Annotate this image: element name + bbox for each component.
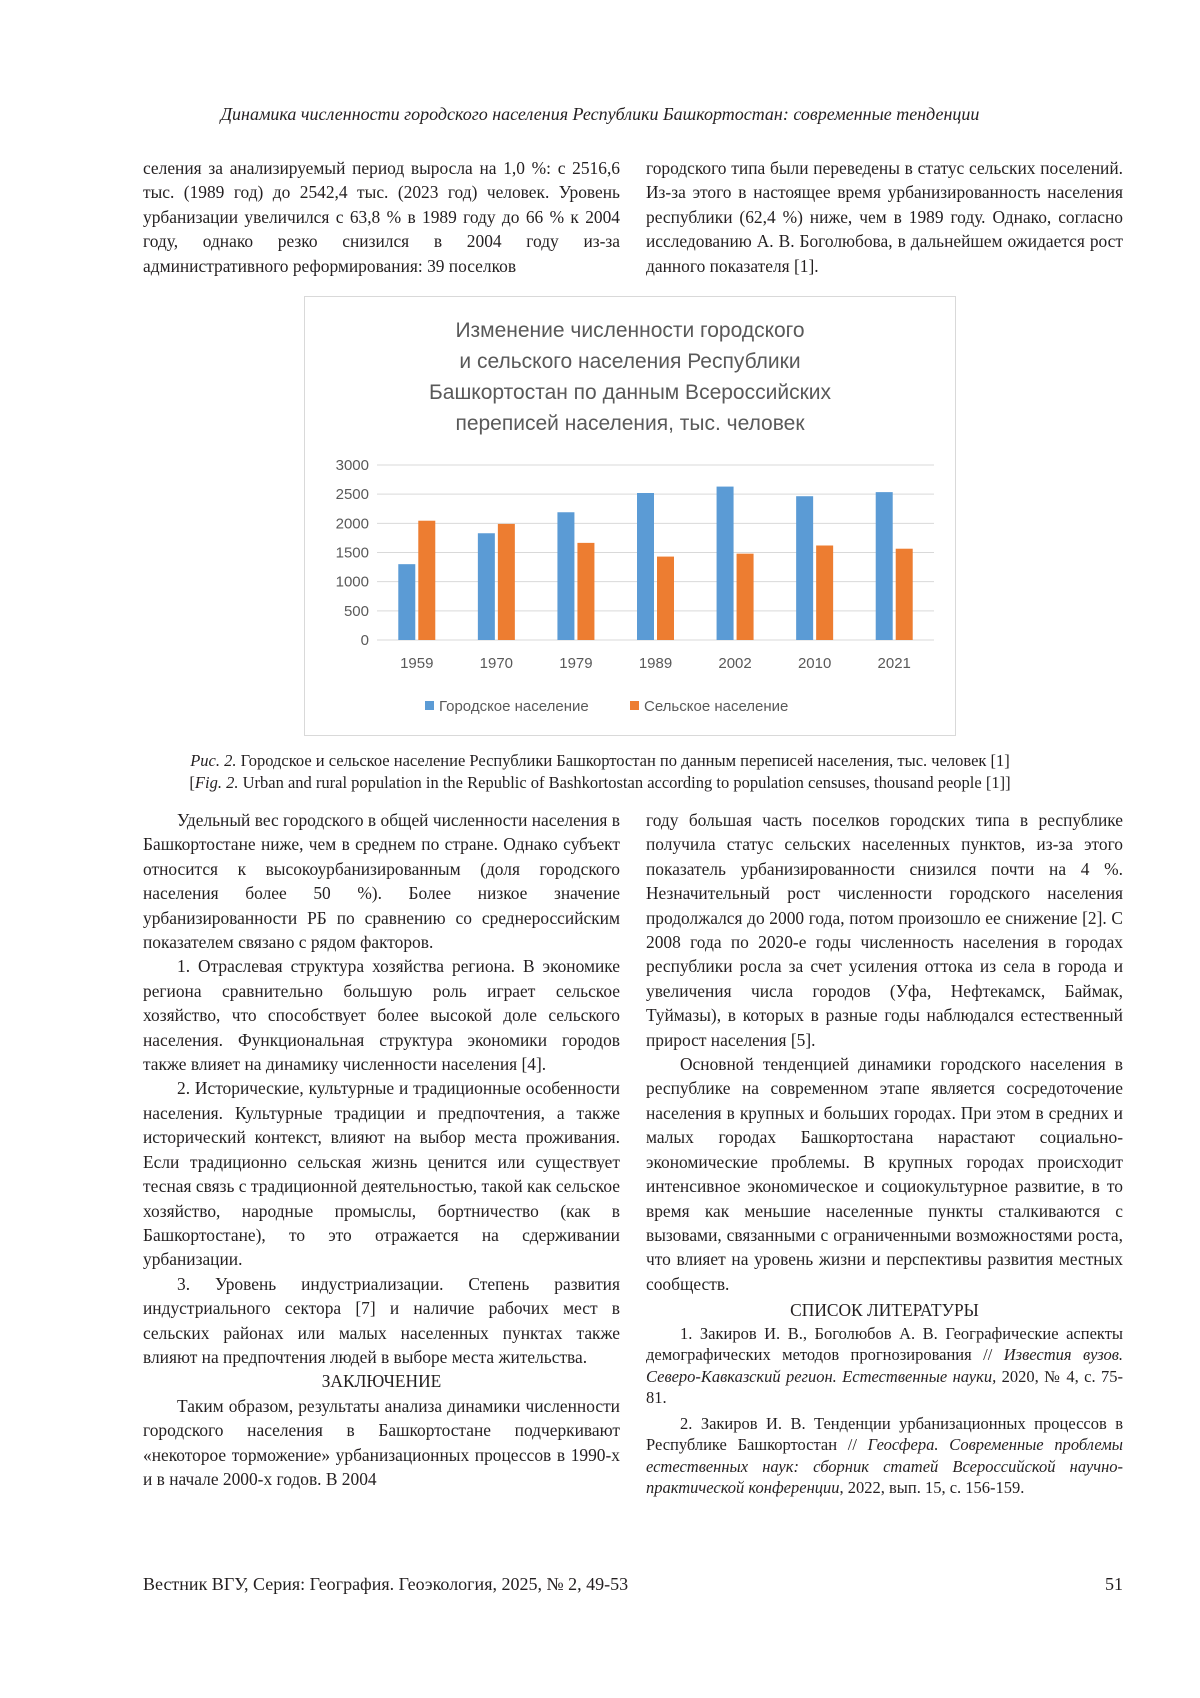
references-heading: СПИСОК ЛИТЕРАТУРЫ [646, 1298, 1123, 1322]
bar-urban-1970 [478, 533, 495, 640]
paragraph: Таким образом, результаты анализа динами… [143, 1394, 620, 1492]
chart-title-line: Башкортостан по данным Всероссийских [429, 381, 831, 404]
bar-urban-2010 [796, 496, 813, 640]
y-tick-label: 0 [361, 632, 369, 649]
paragraph: 2. Исторические, культурные и традиционн… [143, 1076, 620, 1271]
paragraph: Основной тенденцией динамики городского … [646, 1052, 1123, 1296]
caption-en: [Fig. 2. Urban and rural population in t… [0, 772, 1200, 794]
bar-urban-1979 [557, 512, 574, 640]
reference-item: 2. Закиров И. В. Тенденции урбанизационн… [646, 1413, 1123, 1499]
legend-label: Городское население [439, 698, 589, 715]
bar-rural-2021 [896, 549, 913, 640]
legend-swatch [630, 701, 639, 710]
top-left-text: селения за анализируемый период выросла … [143, 156, 620, 278]
x-tick-label: 2021 [878, 655, 911, 672]
bar-urban-1989 [637, 493, 654, 640]
paragraph: году большая часть поселков городских ти… [646, 808, 1123, 1052]
y-tick-label: 2000 [336, 515, 369, 532]
bar-rural-2010 [816, 546, 833, 641]
x-tick-label: 1959 [400, 655, 433, 672]
paragraph: городского типа были переведены в статус… [646, 156, 1123, 278]
conclusion-heading: ЗАКЛЮЧЕНИЕ [143, 1369, 620, 1393]
bar-urban-2002 [717, 487, 734, 640]
paragraph: Удельный вес городского в общей численно… [143, 808, 620, 954]
caption-ru-label: Рис. 2. [190, 751, 236, 770]
chart-title-line: Изменение численности городского [455, 319, 804, 342]
body-left-column: Удельный вес городского в общей численно… [143, 808, 620, 1491]
paragraph: селения за анализируемый период выросла … [143, 156, 620, 278]
journal-info: Вестник ВГУ, Серия: География. Геоэколог… [143, 1574, 628, 1594]
caption-ru-text: Городское и сельское население Республик… [236, 751, 1009, 770]
y-tick-label: 2500 [336, 486, 369, 503]
caption-ru: Рис. 2. Городское и сельское население Р… [0, 750, 1200, 772]
reference-item: 1. Закиров И. В., Боголюбов А. В. Геогра… [646, 1323, 1123, 1409]
caption-en-label: Fig. 2. [195, 773, 239, 792]
bar-urban-2021 [876, 492, 893, 640]
x-tick-label: 1989 [639, 655, 672, 672]
bar-rural-1989 [657, 557, 674, 640]
paragraph: 1. Отраслевая структура хозяйства регион… [143, 954, 620, 1076]
paragraph: 3. Уровень индустриализации. Степень раз… [143, 1272, 620, 1370]
x-tick-label: 2010 [798, 655, 831, 672]
legend-label: Сельское население [644, 698, 788, 715]
y-tick-label: 1500 [336, 545, 369, 562]
body-right-column: году большая часть поселков городских ти… [646, 808, 1123, 1499]
x-tick-label: 2002 [718, 655, 751, 672]
bar-rural-1979 [577, 543, 594, 640]
caption-en-text: Urban and rural population in the Republ… [238, 773, 1010, 792]
x-tick-label: 1979 [559, 655, 592, 672]
bar-rural-1970 [498, 524, 515, 640]
bar-rural-1959 [418, 521, 435, 640]
chart-title-line: и сельского населения Республики [459, 350, 800, 373]
chart-title-line: переписей населения, тыс. человек [455, 412, 805, 435]
running-header: Динамика численности городского населени… [0, 104, 1200, 125]
x-tick-label: 1970 [480, 655, 513, 672]
legend-swatch [425, 701, 434, 710]
top-right-text: городского типа были переведены в статус… [646, 156, 1123, 278]
bar-urban-1959 [398, 564, 415, 640]
figure-caption: Рис. 2. Городское и сельское население Р… [0, 750, 1200, 794]
bar-chart: Изменение численности городского и сельск… [305, 297, 955, 735]
page-number: 51 [1105, 1574, 1123, 1595]
y-tick-label: 500 [344, 603, 369, 620]
page-footer: Вестник ВГУ, Серия: География. Геоэколог… [143, 1574, 1123, 1595]
y-tick-label: 1000 [336, 574, 369, 591]
chart-figure: Изменение численности городского и сельск… [304, 296, 956, 736]
y-tick-label: 3000 [336, 457, 369, 474]
bar-rural-2002 [737, 554, 754, 640]
